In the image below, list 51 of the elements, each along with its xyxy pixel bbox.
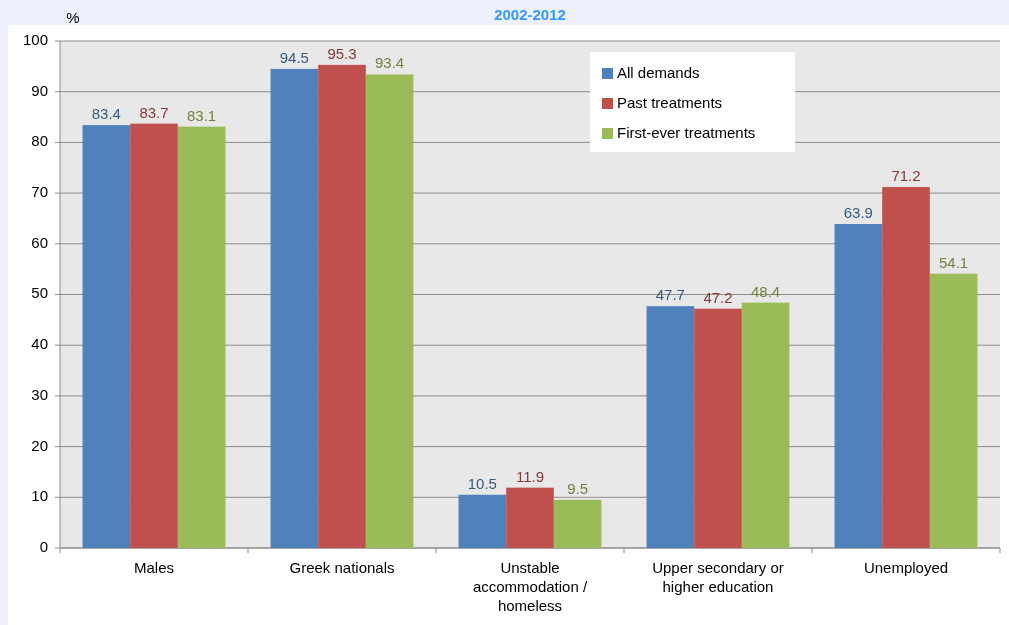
data-label: 94.5 xyxy=(279,48,309,66)
bar xyxy=(553,499,602,548)
y-tick-label: 40 xyxy=(31,335,48,353)
data-label: 47.2 xyxy=(703,288,733,306)
bar xyxy=(834,224,883,548)
bar xyxy=(82,125,131,548)
bar xyxy=(365,74,414,548)
y-tick-label: 20 xyxy=(31,436,48,454)
data-label: 83.7 xyxy=(139,103,169,121)
y-tick-label: 70 xyxy=(31,183,48,201)
bar xyxy=(130,123,178,548)
y-axis-title: % xyxy=(66,9,80,26)
data-label: 11.9 xyxy=(515,467,545,485)
bar xyxy=(177,126,226,548)
data-label: 95.3 xyxy=(327,44,357,62)
data-label: 93.4 xyxy=(375,54,405,72)
data-label: 71.2 xyxy=(891,167,921,185)
bar xyxy=(318,64,366,548)
data-label: 83.4 xyxy=(91,105,121,123)
legend-label: All demands xyxy=(617,63,700,81)
x-tick-label: Unstable accommodation / homeless xyxy=(472,559,588,614)
y-tick-label: 80 xyxy=(31,132,48,150)
data-label: 9.5 xyxy=(567,479,589,497)
x-tick-label: Greek nationals xyxy=(289,559,395,576)
y-tick-label: 90 xyxy=(31,81,48,99)
bar xyxy=(458,494,507,548)
data-label: 54.1 xyxy=(939,253,969,271)
bar xyxy=(741,302,790,548)
bar xyxy=(929,273,978,548)
y-tick-label: 10 xyxy=(31,487,48,505)
data-label: 48.4 xyxy=(751,282,781,300)
data-label: 63.9 xyxy=(843,204,873,222)
x-tick-label: Upper secondary or higher education xyxy=(652,559,784,595)
x-tick-label: Males xyxy=(133,559,175,576)
chart-title: 2002-2012 xyxy=(494,5,566,23)
bar xyxy=(506,487,554,548)
data-label: 10.5 xyxy=(467,474,497,492)
y-tick-label: 50 xyxy=(31,284,48,302)
bar xyxy=(270,68,319,548)
legend-label: First-ever treatments xyxy=(617,123,756,141)
legend-label: Past treatments xyxy=(617,93,723,111)
y-tick-label: 100 xyxy=(22,30,48,48)
y-tick-label: 60 xyxy=(31,233,48,251)
data-label: 47.7 xyxy=(655,286,685,304)
y-tick-label: 0 xyxy=(39,537,48,555)
y-tick-label: 30 xyxy=(31,385,48,403)
bar xyxy=(694,308,742,548)
bar xyxy=(882,187,930,548)
x-tick-label: Unemployed xyxy=(863,559,949,576)
data-label: 83.1 xyxy=(187,106,217,124)
bar xyxy=(646,306,695,548)
